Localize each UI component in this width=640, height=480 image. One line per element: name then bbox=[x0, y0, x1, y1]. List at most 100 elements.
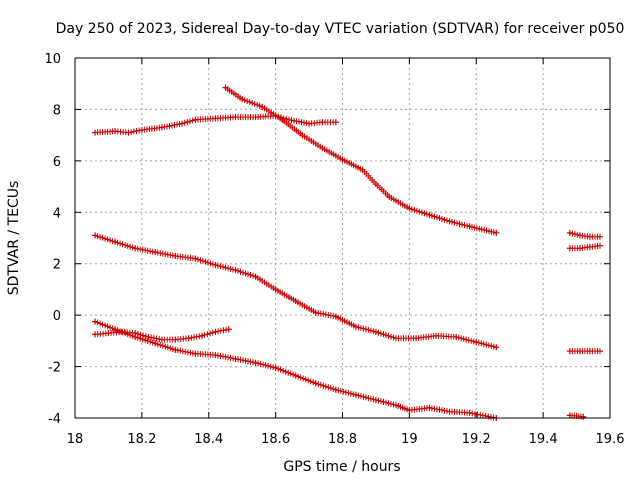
data-point bbox=[212, 352, 219, 358]
data-point bbox=[352, 323, 359, 330]
data-point bbox=[493, 229, 500, 236]
data-point bbox=[306, 120, 313, 127]
series-markers bbox=[92, 232, 500, 351]
data-point bbox=[393, 402, 399, 409]
data-point bbox=[105, 330, 112, 337]
series-track-i bbox=[566, 412, 587, 420]
data-point bbox=[192, 255, 199, 262]
data-point bbox=[145, 334, 152, 340]
series-track-d bbox=[92, 318, 500, 421]
x-axis-label: GPS time / hours bbox=[283, 459, 400, 475]
data-point bbox=[212, 262, 219, 268]
data-point bbox=[259, 103, 266, 110]
series-markers bbox=[566, 229, 603, 240]
data-point bbox=[446, 218, 453, 225]
data-point bbox=[453, 334, 460, 340]
y-tick-label: -4 bbox=[48, 412, 61, 427]
data-point bbox=[172, 336, 179, 343]
grid-lines bbox=[75, 58, 610, 418]
data-point bbox=[112, 326, 119, 333]
data-point bbox=[292, 372, 299, 379]
data-point bbox=[132, 330, 139, 337]
data-point bbox=[386, 193, 393, 200]
data-point bbox=[286, 116, 292, 123]
data-point bbox=[473, 339, 480, 346]
data-point bbox=[426, 404, 433, 411]
data-point bbox=[406, 205, 413, 212]
data-point bbox=[359, 166, 366, 173]
data-point bbox=[566, 348, 573, 355]
data-point bbox=[576, 348, 583, 355]
data-point bbox=[92, 318, 99, 325]
series-track-b bbox=[222, 84, 500, 236]
data-point bbox=[152, 249, 159, 256]
series-track-h bbox=[566, 348, 603, 355]
data-point bbox=[580, 413, 587, 420]
data-point bbox=[192, 116, 199, 123]
x-tick-label: 18.8 bbox=[328, 432, 357, 447]
data-point bbox=[576, 232, 583, 239]
data-point bbox=[312, 309, 319, 316]
data-point bbox=[319, 145, 326, 151]
data-point bbox=[112, 128, 119, 135]
y-tick-label: 2 bbox=[53, 258, 61, 273]
data-point bbox=[199, 332, 206, 339]
data-point bbox=[158, 124, 165, 131]
data-point bbox=[272, 286, 279, 293]
data-point bbox=[576, 245, 583, 252]
data-point bbox=[212, 115, 219, 122]
data-point bbox=[406, 407, 413, 414]
data-point bbox=[192, 350, 199, 357]
data-point bbox=[566, 229, 573, 236]
data-point bbox=[413, 335, 420, 342]
data-point bbox=[372, 181, 379, 187]
data-point bbox=[272, 364, 279, 371]
series-track-a bbox=[92, 112, 339, 136]
data-point bbox=[252, 359, 259, 366]
data-point bbox=[332, 386, 339, 393]
axis-ticks bbox=[74, 57, 611, 419]
data-point bbox=[332, 313, 339, 320]
data-point bbox=[372, 397, 379, 403]
data-series bbox=[92, 84, 603, 421]
y-tick-label: -2 bbox=[48, 361, 61, 376]
data-point bbox=[466, 223, 473, 230]
data-point bbox=[279, 116, 286, 123]
data-point bbox=[339, 156, 346, 163]
data-point bbox=[586, 244, 593, 250]
y-tick-label: 10 bbox=[44, 52, 61, 67]
series-track-g bbox=[566, 242, 603, 252]
x-tick-label: 18.6 bbox=[261, 432, 290, 447]
data-point bbox=[352, 391, 359, 398]
data-point bbox=[92, 129, 99, 136]
x-tick-label: 19 bbox=[401, 432, 418, 447]
data-point bbox=[112, 238, 119, 245]
plot-frame bbox=[74, 57, 611, 419]
data-point bbox=[92, 232, 99, 239]
y-tick-label: 8 bbox=[53, 103, 61, 118]
x-tick-label: 19.6 bbox=[596, 432, 625, 447]
data-point bbox=[372, 328, 379, 335]
data-point bbox=[92, 331, 99, 338]
x-tick-label: 18.4 bbox=[194, 432, 223, 447]
data-point bbox=[239, 96, 246, 103]
data-point bbox=[212, 328, 219, 335]
data-point bbox=[299, 132, 306, 139]
data-point bbox=[493, 344, 500, 351]
data-point bbox=[566, 412, 573, 419]
y-tick-label: 6 bbox=[53, 155, 61, 170]
data-point bbox=[446, 408, 453, 415]
data-point bbox=[566, 245, 573, 252]
data-point bbox=[596, 233, 603, 240]
series-markers bbox=[566, 242, 603, 252]
data-point bbox=[586, 233, 593, 240]
y-tick-labels: -4 -2 0 2 4 6 8 10 bbox=[44, 52, 61, 427]
x-tick-label: 18 bbox=[67, 432, 84, 447]
data-point bbox=[596, 242, 603, 249]
data-point bbox=[433, 332, 440, 339]
data-point bbox=[172, 253, 179, 259]
x-tick-label: 19.4 bbox=[529, 432, 558, 447]
data-point bbox=[466, 409, 473, 416]
data-point bbox=[222, 84, 229, 91]
